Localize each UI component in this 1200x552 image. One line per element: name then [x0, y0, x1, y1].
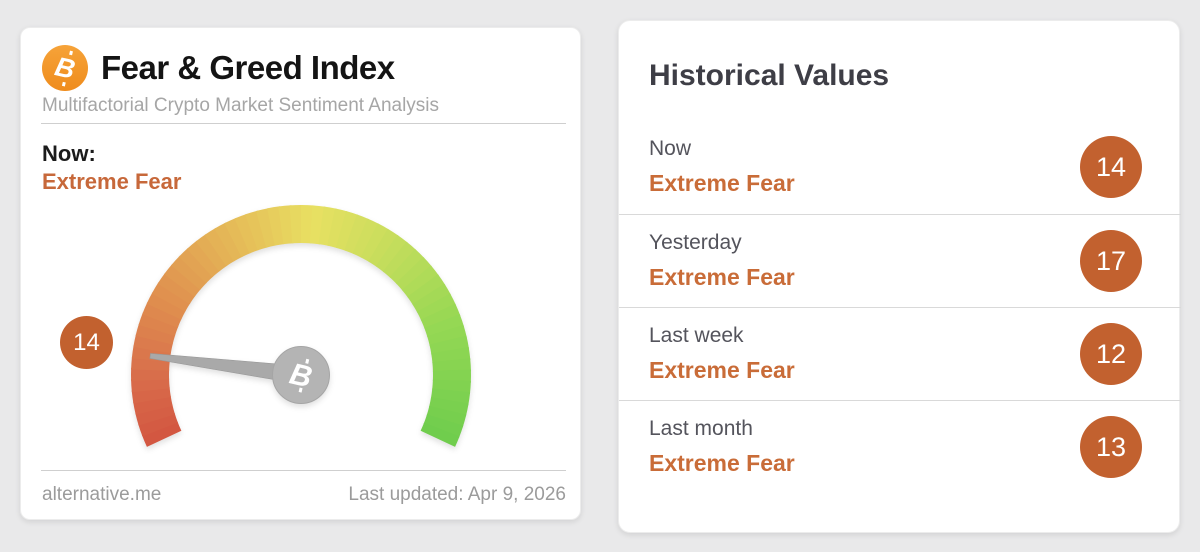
- footer-divider: [41, 470, 566, 471]
- source-link[interactable]: alternative.me: [42, 484, 162, 505]
- historical-row-last-month: Last month Extreme Fear 13: [619, 400, 1181, 493]
- last-updated-text: Last updated: Apr 9, 2026: [348, 484, 566, 505]
- value-badge: 12: [1080, 323, 1142, 385]
- historical-values-card: Historical Values Now Extreme Fear 14 Ye…: [618, 20, 1181, 533]
- now-sentiment: Extreme Fear: [42, 169, 182, 194]
- bitcoin-icon: B: [42, 45, 88, 91]
- value-badge: 14: [1080, 136, 1142, 198]
- row-sentiment: Extreme Fear: [649, 357, 795, 383]
- gauge-chart: B: [131, 205, 471, 447]
- row-label: Yesterday: [649, 231, 742, 254]
- row-sentiment: Extreme Fear: [649, 450, 795, 476]
- row-label: Last week: [649, 324, 744, 347]
- header-divider: [41, 123, 566, 124]
- card-footer: alternative.me Last updated: Apr 9, 2026: [42, 484, 566, 506]
- row-sentiment: Extreme Fear: [649, 264, 795, 290]
- historical-row-last-week: Last week Extreme Fear 12: [619, 307, 1181, 400]
- historical-row-now: Now Extreme Fear 14: [619, 121, 1181, 214]
- historical-title: Historical Values: [649, 59, 890, 92]
- value-badge: 13: [1080, 416, 1142, 478]
- historical-rows: Now Extreme Fear 14 Yesterday Extreme Fe…: [619, 121, 1181, 493]
- gauge-value-badge: 14: [60, 316, 113, 369]
- row-label: Now: [649, 137, 692, 160]
- value-badge: 17: [1080, 230, 1142, 292]
- now-label: Now:: [42, 141, 96, 166]
- fear-greed-gauge-card: B Fear & Greed Index Multifactorial Cryp…: [20, 27, 581, 520]
- row-label: Last month: [649, 417, 753, 440]
- row-sentiment: Extreme Fear: [649, 170, 795, 196]
- historical-row-yesterday: Yesterday Extreme Fear 17: [619, 214, 1181, 307]
- card-subtitle: Multifactorial Crypto Market Sentiment A…: [42, 95, 440, 116]
- card-title: Fear & Greed Index: [101, 49, 395, 86]
